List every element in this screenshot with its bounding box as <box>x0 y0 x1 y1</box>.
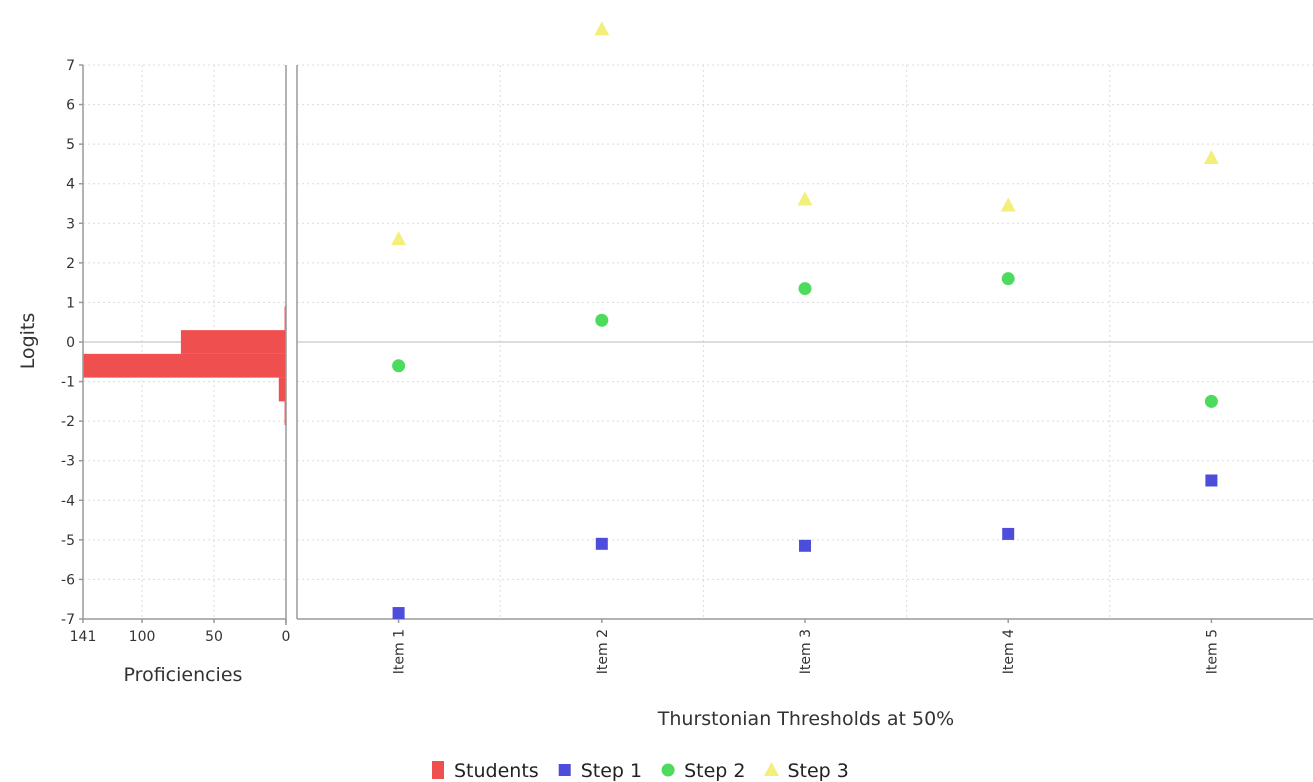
x-tick-label: Item 1 <box>392 629 408 674</box>
step-3-point <box>594 21 610 36</box>
histogram-bar <box>278 377 286 402</box>
step-2-point <box>595 313 609 327</box>
legend-students-label: Students <box>454 760 539 782</box>
step-1-point <box>595 537 608 550</box>
step-3-point <box>1203 149 1219 164</box>
legend-step-2-swatch <box>661 763 675 777</box>
histogram-tick-label: 50 <box>205 629 223 645</box>
legend-step-3-swatch <box>763 762 779 776</box>
y-axis-title: Logits <box>17 313 39 370</box>
step-3-point <box>797 191 813 206</box>
step-2-point <box>1204 394 1218 408</box>
legend-step-1-swatch <box>558 764 571 776</box>
step-1-point <box>799 539 811 552</box>
x-tick-label: Item 5 <box>1204 629 1220 674</box>
y-tick-label: -3 <box>61 454 75 470</box>
step-1-point <box>1205 474 1218 487</box>
histogram-tick-label: 141 <box>70 629 97 645</box>
proficiency-histogram: 141 100 50 0 <box>70 64 291 645</box>
y-tick-label: 0 <box>66 335 75 351</box>
legend-step-2-label: Step 2 <box>684 760 745 782</box>
y-tick-label: 6 <box>66 98 75 114</box>
histogram-x-axis-title: Proficiencies <box>124 664 243 686</box>
step-3-point <box>391 231 407 246</box>
x-tick-label: Item 2 <box>595 629 611 674</box>
y-tick-label: -6 <box>61 572 75 588</box>
y-tick-label: -2 <box>61 414 75 430</box>
y-tick-label: 5 <box>66 137 75 153</box>
step-2-point <box>798 282 812 296</box>
step-3-point <box>1000 197 1016 212</box>
legend-step-1-label: Step 1 <box>581 760 642 782</box>
step-1-point <box>392 607 405 620</box>
x-tick-label: Item 3 <box>798 629 814 674</box>
y-tick-label: 3 <box>66 216 75 232</box>
legend-students-swatch <box>432 761 444 779</box>
y-tick-label: -7 <box>61 612 75 628</box>
y-tick-label: -5 <box>61 533 75 549</box>
y-tick-label: -4 <box>61 493 75 509</box>
histogram-bar <box>83 353 286 378</box>
step-2-point <box>1001 272 1015 286</box>
y-tick-label: 1 <box>66 295 75 311</box>
x-axis-title: Thurstonian Thresholds at 50% <box>657 708 954 730</box>
histogram-tick-label: 0 <box>282 629 291 645</box>
step-2-point <box>392 359 406 373</box>
y-tick-label: 2 <box>66 256 75 272</box>
histogram-tick-label: 100 <box>129 629 156 645</box>
legend: Students Step 1 Step 2 Step 3 <box>432 760 849 782</box>
x-tick-label: Item 4 <box>1001 629 1017 674</box>
step-1-point <box>1002 527 1015 540</box>
logits-axis: 7 6 5 4 3 2 1 0 -1 -2 -3 -4 -5 -6 -7 <box>61 58 83 628</box>
thresholds-plot: Item 1 Item 2 Item 3 Item 4 Item 5 <box>296 21 1313 674</box>
histogram-bar <box>180 330 286 354</box>
legend-step-3-label: Step 3 <box>787 760 848 782</box>
y-tick-label: 7 <box>66 58 75 74</box>
y-tick-label: 4 <box>66 177 75 193</box>
y-tick-label: -1 <box>61 375 75 391</box>
